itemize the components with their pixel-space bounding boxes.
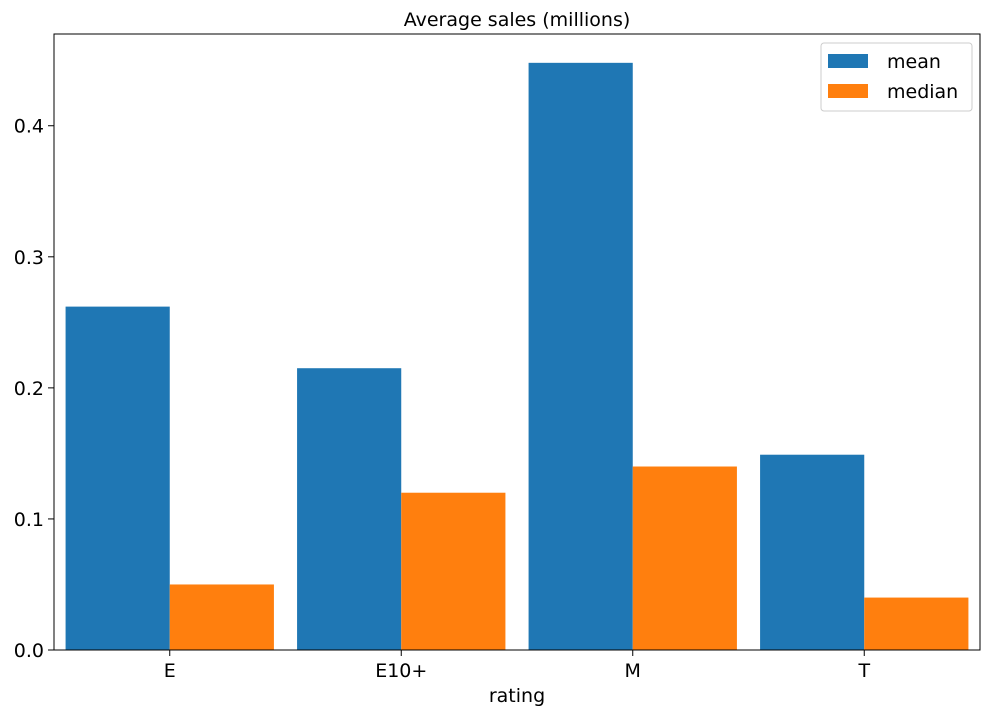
x-tick-label: T	[857, 660, 870, 682]
bar-median-t	[864, 597, 969, 650]
legend-swatch-median	[828, 84, 868, 98]
x-axis-label: rating	[489, 685, 545, 707]
y-tick-label: 0.4	[14, 116, 44, 138]
plot-frame	[53, 33, 981, 651]
legend-label-mean: mean	[887, 51, 941, 73]
x-tick-label: E	[164, 660, 176, 682]
y-tick-label: 0.2	[14, 378, 44, 400]
legend-swatch-mean	[828, 54, 868, 68]
bar-median-m	[632, 466, 737, 650]
bar-mean-e10	[297, 368, 402, 650]
bar-median-e10	[401, 492, 506, 650]
x-tick-label: E10+	[375, 660, 427, 682]
y-tick-label: 0.1	[14, 509, 44, 531]
bar-mean-t	[760, 454, 865, 650]
x-tick-label: M	[625, 660, 641, 682]
y-tick-label: 0.3	[14, 247, 44, 269]
chart-title: Average sales (millions)	[404, 9, 631, 31]
y-axis: 0.0 0.1 0.2 0.3 0.4	[14, 116, 54, 662]
y-tick-label: 0.0	[14, 640, 44, 662]
bars-group	[65, 62, 969, 650]
bar-median-e	[169, 584, 274, 650]
legend-label-median: median	[887, 81, 958, 103]
x-axis: E E10+ M T	[164, 650, 870, 682]
bar-mean-m	[528, 62, 633, 650]
legend: mean median	[820, 42, 973, 112]
bar-mean-e	[65, 306, 170, 650]
